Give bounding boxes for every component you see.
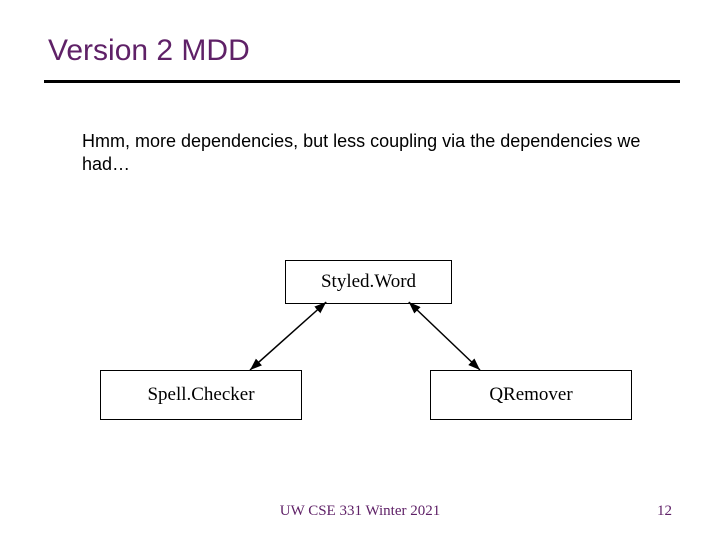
node-qremover: QRemover [430,370,632,420]
page-number: 12 [657,503,672,520]
slide-body-text: Hmm, more dependencies, but less couplin… [82,130,662,175]
node-spellchecker: Spell.Checker [100,370,302,420]
node-label: Styled.Word [321,271,416,293]
footer-center: UW CSE 331 Winter 2021 [0,503,720,520]
node-label: Spell.Checker [147,384,254,406]
node-label: QRemover [489,384,572,406]
slide: Version 2 MDD Hmm, more dependencies, bu… [0,0,720,540]
node-styledword: Styled.Word [285,260,452,304]
title-underline [44,80,680,83]
slide-title: Version 2 MDD [48,34,250,68]
